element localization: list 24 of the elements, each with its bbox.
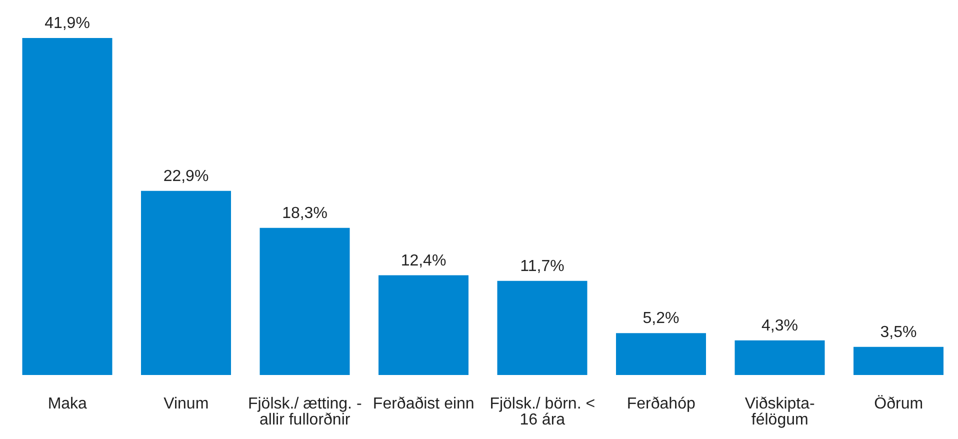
- x-tick-label: Viðskipta- félögum: [744, 395, 815, 428]
- data-label: 11,7%: [520, 258, 564, 275]
- x-tick-label: Ferðahóp: [626, 395, 696, 412]
- bar: [854, 346, 944, 375]
- bar: [141, 190, 231, 375]
- data-label: 18,3%: [282, 204, 328, 222]
- data-label: 4,3%: [762, 317, 798, 334]
- bar: [734, 340, 825, 375]
- data-label: 41,9%: [44, 15, 90, 32]
- x-tick-label: Öðrum: [874, 394, 924, 412]
- x-tick-label: Ferðaðist einn: [372, 395, 474, 412]
- data-label: 12,4%: [400, 252, 446, 270]
- bar: [22, 38, 112, 375]
- data-label: 5,2%: [642, 310, 680, 328]
- x-tick-label: Maka: [48, 395, 88, 412]
- x-tick-label: Vinum: [164, 395, 209, 412]
- bar: [260, 228, 350, 375]
- data-label: 22,9%: [163, 168, 209, 185]
- x-tick-label: Fjölsk./ börn. < 16 ára: [490, 395, 596, 428]
- data-label: 3,5%: [880, 324, 917, 341]
- bar: [378, 275, 468, 375]
- bar: [497, 280, 588, 375]
- bar: [616, 333, 706, 375]
- x-tick-label: Fjölsk./ ætting. - allir fullorðnir: [248, 395, 362, 428]
